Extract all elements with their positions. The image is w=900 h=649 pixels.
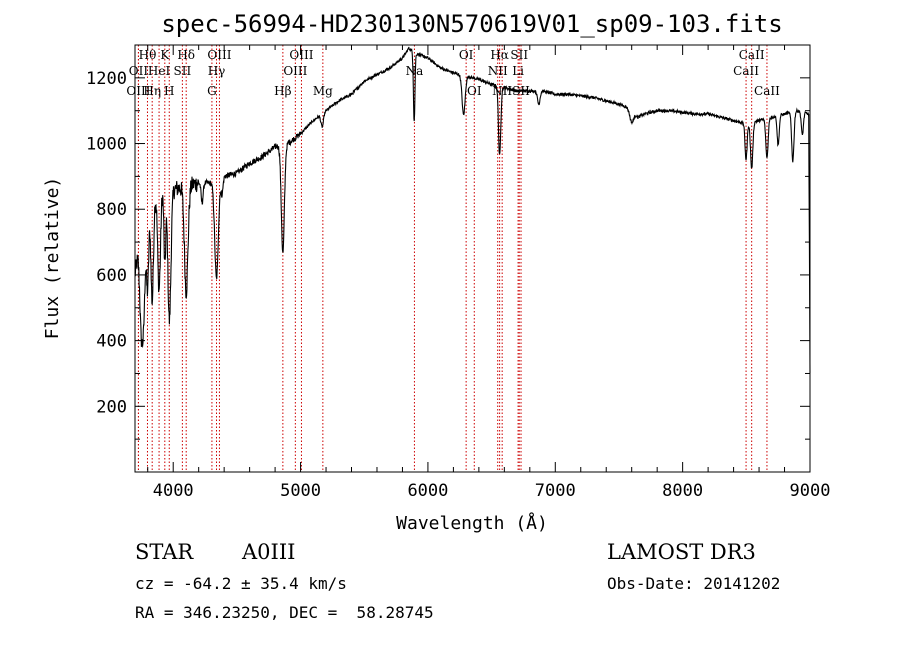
line-marker-label: SII bbox=[510, 48, 528, 62]
line-marker-label: OI bbox=[467, 84, 482, 98]
x-tick-label: 9000 bbox=[790, 481, 831, 501]
observation-date: Obs-Date: 20141202 bbox=[607, 574, 780, 593]
y-tick-label: 1000 bbox=[86, 135, 127, 155]
x-axis-label: Wavelength (Å) bbox=[396, 512, 548, 534]
y-tick-label: 800 bbox=[96, 200, 127, 220]
line-marker-label: K bbox=[160, 48, 170, 62]
line-marker-label: Hγ bbox=[208, 64, 226, 78]
line-marker-label: Hβ bbox=[274, 84, 291, 98]
line-marker-label: OII bbox=[129, 64, 149, 78]
spectral-subclass: A0III bbox=[242, 540, 295, 564]
x-tick-label: 8000 bbox=[662, 481, 703, 501]
line-marker-label: Mg bbox=[313, 84, 333, 98]
coordinates: RA = 346.23250, DEC = 58.28745 bbox=[135, 603, 434, 622]
line-marker-label: Na bbox=[406, 64, 424, 78]
line-marker-label: H bbox=[164, 84, 174, 98]
line-marker-label: OI bbox=[459, 48, 474, 62]
x-tick-label: 4000 bbox=[153, 481, 194, 501]
y-tick-label: 400 bbox=[96, 332, 127, 352]
line-marker-label: Hδ bbox=[177, 48, 195, 62]
line-marker-label: HeI bbox=[148, 64, 171, 78]
y-axis-label: Flux (relative) bbox=[42, 177, 63, 340]
line-marker-label: OIII bbox=[289, 48, 313, 62]
spectrum-chart: spec-56994-HD230130N570619V01_sp09-103.f… bbox=[0, 0, 900, 540]
x-tick-label: 7000 bbox=[535, 481, 576, 501]
line-marker-label: CaII bbox=[754, 84, 780, 98]
line-marker-label: Hα bbox=[490, 48, 509, 62]
x-tick-label: 6000 bbox=[407, 481, 448, 501]
object-class: STAR bbox=[135, 540, 193, 564]
line-marker-label: G bbox=[207, 84, 217, 98]
line-marker-label: Hθ bbox=[139, 48, 157, 62]
line-marker-label: CaII bbox=[733, 64, 759, 78]
x-axis-ticks: 4000 5000 6000 7000 8000 9000 bbox=[148, 45, 831, 501]
chart-title: spec-56994-HD230130N570619V01_sp09-103.f… bbox=[161, 10, 782, 38]
line-marker-label: Li bbox=[512, 64, 524, 78]
plot-frame bbox=[135, 45, 810, 472]
line-marker-label: NII bbox=[488, 64, 508, 78]
redshift-value: cz = -64.2 ± 35.4 km/s bbox=[135, 574, 347, 593]
y-tick-label: 200 bbox=[96, 397, 127, 417]
survey-name: LAMOST DR3 bbox=[607, 540, 756, 564]
line-marker-label: SII bbox=[174, 64, 192, 78]
x-tick-label: 5000 bbox=[280, 481, 321, 501]
y-tick-label: 600 bbox=[96, 266, 127, 286]
y-tick-label: 1200 bbox=[86, 69, 127, 89]
line-marker-label: OIII bbox=[283, 64, 307, 78]
line-marker-label: CaII bbox=[739, 48, 765, 62]
line-marker-label: OIII bbox=[207, 48, 231, 62]
line-marker-label: Hη bbox=[143, 84, 161, 98]
y-axis-ticks: 200 400 600 800 1000 1200 bbox=[86, 69, 810, 439]
